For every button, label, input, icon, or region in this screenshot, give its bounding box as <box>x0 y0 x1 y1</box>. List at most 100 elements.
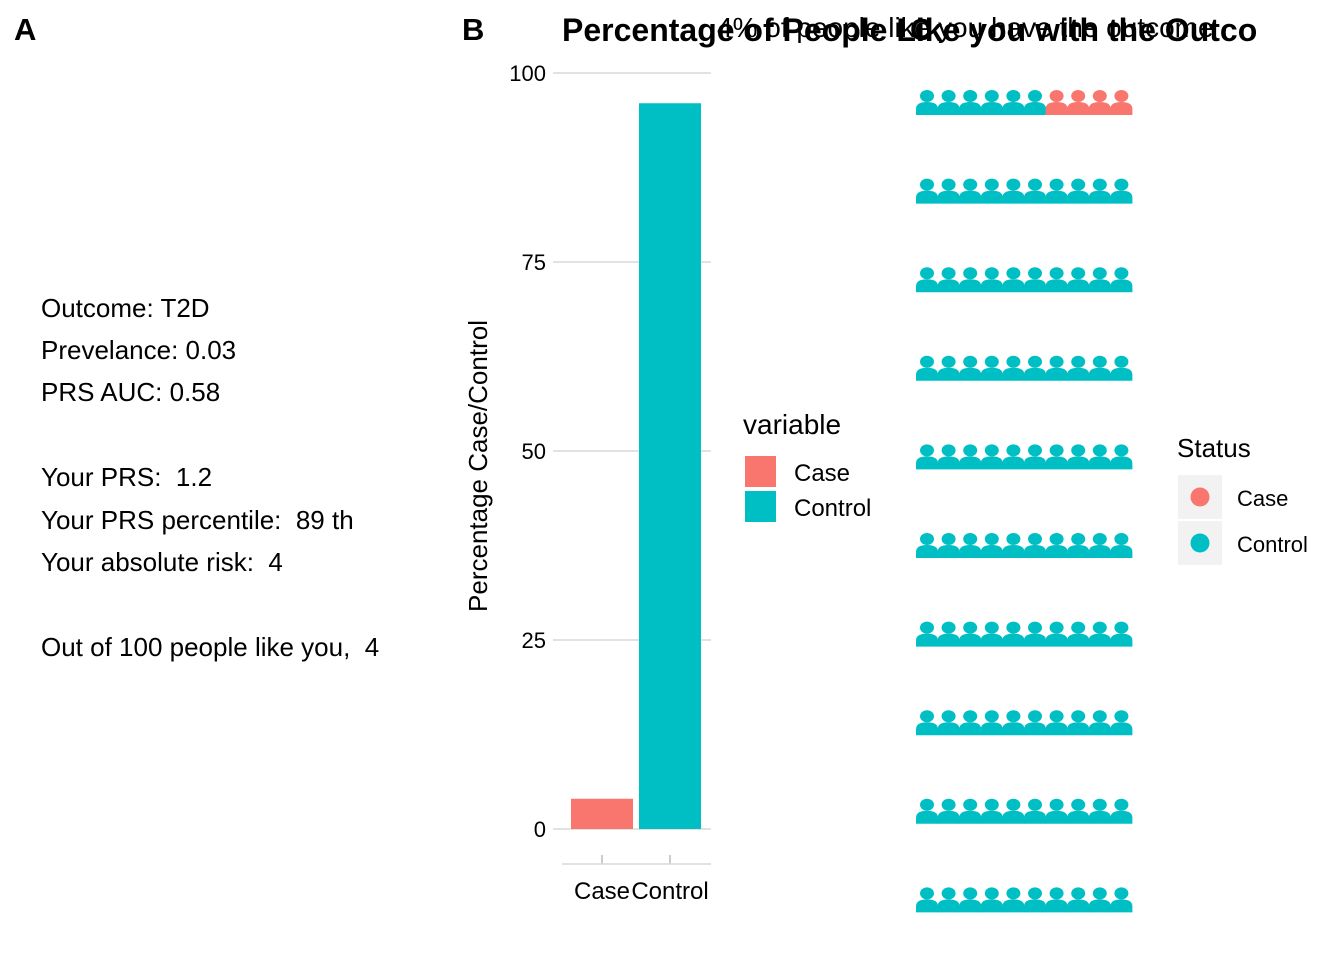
person-icon <box>1088 798 1111 824</box>
bar-legend-label-case: Case <box>794 460 850 487</box>
person-head <box>984 533 999 545</box>
person-icon <box>1088 178 1111 204</box>
panel-label-c: C <box>910 12 933 47</box>
person-head <box>1049 90 1064 102</box>
person-head <box>1071 178 1086 191</box>
person-icon <box>980 533 1003 558</box>
person-head <box>1114 355 1129 368</box>
person-icon <box>1002 798 1025 824</box>
person-body <box>980 722 1003 736</box>
person-body <box>1067 899 1090 913</box>
status-legend-label-case: Case <box>1237 486 1288 511</box>
person-icon <box>1110 355 1133 381</box>
person-icon <box>1067 178 1090 204</box>
person-body <box>1067 102 1090 115</box>
person-icon <box>959 90 982 115</box>
person-head <box>1092 90 1107 102</box>
person-icon <box>1045 267 1068 293</box>
y-tick-label: 25 <box>522 628 546 653</box>
person-head <box>920 887 934 900</box>
person-head <box>1049 355 1064 368</box>
person-icon <box>959 798 982 824</box>
y-tick-label: 50 <box>522 439 546 464</box>
person-body <box>916 190 938 204</box>
person-icon <box>1002 621 1025 647</box>
person-head <box>1092 267 1107 280</box>
person-icon <box>1088 444 1111 470</box>
person-head <box>963 444 978 457</box>
person-body <box>1110 899 1133 913</box>
person-body <box>1024 810 1046 824</box>
person-body <box>1002 899 1025 913</box>
person-body <box>1067 810 1090 824</box>
bar-legend-label-control: Control <box>794 495 871 522</box>
person-head <box>984 355 999 368</box>
person-icon <box>916 798 938 824</box>
person-icon <box>916 267 938 293</box>
person-icon <box>1024 887 1046 913</box>
y-tick-label: 75 <box>522 250 546 275</box>
person-icon <box>1045 444 1068 470</box>
person-body <box>1045 633 1068 647</box>
person-head <box>920 355 934 368</box>
person-head <box>1114 533 1129 545</box>
person-body <box>1088 633 1111 647</box>
person-head <box>941 267 956 280</box>
person-icon <box>1024 355 1046 381</box>
person-head <box>963 621 978 634</box>
person-head <box>941 178 956 191</box>
person-icon <box>937 533 960 558</box>
person-icon <box>937 887 960 913</box>
person-icon <box>959 533 982 558</box>
person-body <box>1067 633 1090 647</box>
person-head <box>1006 355 1021 368</box>
person-head <box>1092 798 1107 811</box>
person-head <box>1028 444 1042 457</box>
person-body <box>1002 722 1025 736</box>
person-head <box>1006 444 1021 457</box>
person-icon <box>1088 90 1111 115</box>
person-icon <box>1088 533 1111 558</box>
person-head <box>1092 355 1107 368</box>
person-head <box>1049 887 1064 900</box>
person-head <box>941 710 956 723</box>
person-body <box>1045 102 1068 115</box>
person-head <box>1006 798 1021 811</box>
person-icon <box>1024 710 1046 736</box>
person-icon <box>1045 710 1068 736</box>
person-body <box>1110 810 1133 824</box>
person-icon <box>916 444 938 470</box>
status-legend-key-control <box>1190 533 1210 553</box>
person-head <box>1006 90 1021 102</box>
person-head <box>963 533 978 545</box>
person-icon <box>980 178 1003 204</box>
person-head <box>1006 887 1021 900</box>
person-body <box>1002 190 1025 204</box>
bar-case <box>571 798 633 829</box>
person-body <box>1002 810 1025 824</box>
person-body <box>1002 102 1025 115</box>
person-head <box>1028 533 1042 545</box>
person-icon <box>1024 90 1046 115</box>
person-body <box>1024 633 1046 647</box>
person-body <box>959 722 982 736</box>
person-head <box>920 621 934 634</box>
person-icon <box>937 267 960 293</box>
person-head <box>963 178 978 191</box>
person-body <box>1088 102 1111 115</box>
person-body <box>1110 102 1133 115</box>
person-body <box>1045 810 1068 824</box>
person-head <box>1006 533 1021 545</box>
person-body <box>1088 190 1111 204</box>
person-icon <box>937 178 960 204</box>
person-body <box>937 102 960 115</box>
person-head <box>1028 90 1042 102</box>
person-icon <box>959 355 982 381</box>
person-head <box>984 90 999 102</box>
person-body <box>1110 456 1133 470</box>
prs-auc-text: PRS AUC: 0.58 <box>41 377 221 407</box>
person-icon <box>1088 621 1111 647</box>
person-head <box>984 887 999 900</box>
person-body <box>1067 190 1090 204</box>
